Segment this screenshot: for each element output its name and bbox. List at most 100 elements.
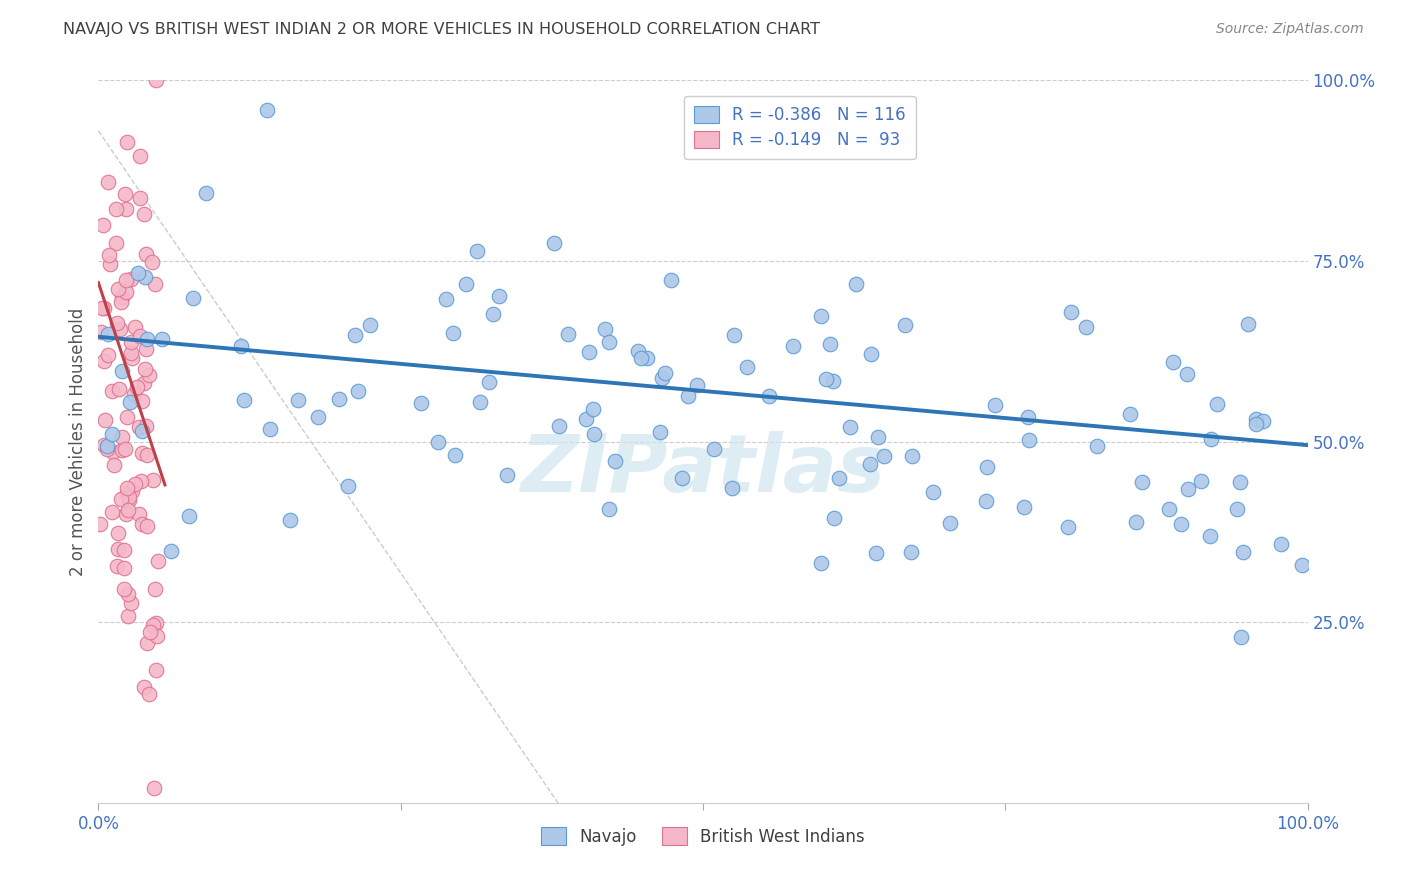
Point [543,236,565,251]
Point [134,270,156,285]
Point [114,186,136,201]
Point [152,332,174,346]
Point [132,681,155,695]
Point [1177,367,1199,381]
Point [135,418,157,433]
Point [96,442,118,456]
Point [648,425,671,439]
Point [661,272,683,286]
Point [976,460,998,475]
Point [118,490,141,504]
Point [630,351,652,365]
Point [595,322,617,336]
Point [984,399,1007,413]
Point [100,426,122,441]
Point [1076,320,1098,334]
Point [93,438,115,452]
Point [120,345,142,359]
Point [115,285,138,300]
Point [651,370,673,384]
Point [112,582,135,596]
Point [128,420,150,434]
Text: Source: ZipAtlas.com: Source: ZipAtlas.com [1216,22,1364,37]
Text: NAVAJO VS BRITISH WEST INDIAN 2 OR MORE VEHICLES IN HOUSEHOLD CORRELATION CHART: NAVAJO VS BRITISH WEST INDIAN 2 OR MORE … [63,22,820,37]
Point [96,439,118,453]
Point [636,351,658,365]
Point [117,503,139,517]
Point [135,343,157,357]
Point [1230,630,1253,644]
Point [136,635,159,649]
Point [1270,537,1292,551]
Point [108,382,131,396]
Point [128,507,150,521]
Point [411,396,433,410]
Point [122,387,145,401]
Point [120,271,142,285]
Point [259,422,281,436]
Point [828,471,851,485]
Point [671,471,693,485]
Point [124,477,146,491]
Point [488,289,510,303]
Point [1229,475,1251,489]
Point [194,186,217,200]
Point [143,277,166,292]
Point [1189,474,1212,488]
Point [481,307,503,321]
Point [142,781,165,796]
Point [578,344,600,359]
Point [132,376,155,391]
Point [344,327,367,342]
Point [131,394,153,409]
Point [93,301,115,315]
Point [112,542,135,557]
Point [159,544,181,558]
Point [859,457,882,471]
Legend: Navajo, British West Indians: Navajo, British West Indians [534,821,872,852]
Point [1236,317,1258,331]
Point [135,448,157,462]
Point [231,338,253,352]
Point [118,394,141,409]
Point [782,339,804,353]
Point [720,482,742,496]
Point [146,629,169,643]
Point [894,318,917,332]
Point [810,557,832,571]
Point [107,526,129,541]
Point [114,202,136,216]
Point [865,546,887,560]
Point [117,486,139,500]
Point [434,292,457,306]
Point [114,442,136,456]
Point [866,430,889,444]
Point [1244,412,1267,426]
Point [131,446,153,460]
Point [145,615,167,630]
Point [141,254,163,268]
Point [598,501,620,516]
Point [98,248,121,262]
Text: ZIPatlas: ZIPatlas [520,432,886,509]
Point [131,424,153,438]
Point [115,135,138,149]
Point [91,218,114,232]
Point [117,609,139,624]
Point [143,582,166,596]
Point [328,392,350,407]
Point [112,561,135,575]
Point [121,351,143,365]
Point [603,454,626,468]
Point [105,558,128,573]
Point [901,450,924,464]
Point [1163,355,1185,369]
Point [177,509,200,524]
Point [1198,529,1220,543]
Point [142,473,165,487]
Point [111,290,134,304]
Point [1014,500,1036,515]
Point [100,505,122,519]
Y-axis label: 2 or more Vehicles in Household: 2 or more Vehicles in Household [69,308,87,575]
Point [94,413,117,427]
